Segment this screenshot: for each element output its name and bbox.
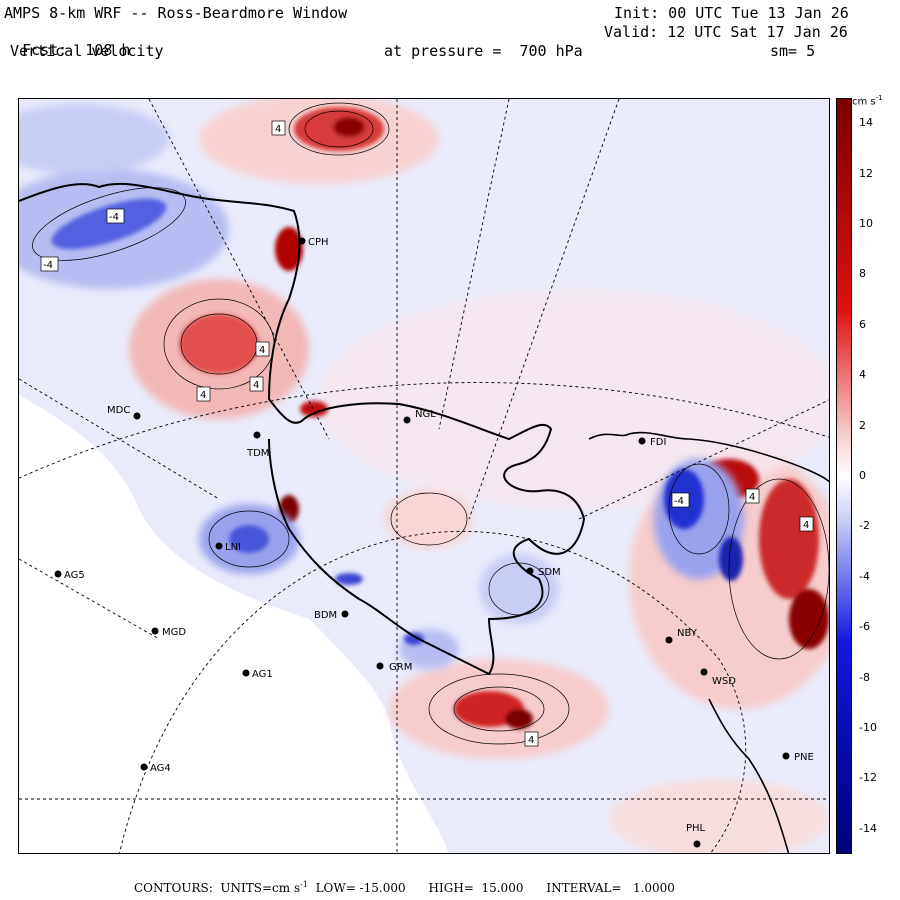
colorbar-tick: 2 xyxy=(859,418,866,432)
svg-text:PHL: PHL xyxy=(686,823,706,834)
svg-text:-4: -4 xyxy=(674,496,684,507)
contour-label-group: 4 -4 -4 4 4 4 -4 4 4 4 xyxy=(40,120,814,747)
ice-shelf-edge xyxy=(588,431,829,483)
station-grm[interactable]: GRM xyxy=(376,662,413,673)
colorbar-tick: -12 xyxy=(859,771,877,785)
svg-text:-4: -4 xyxy=(109,212,119,223)
map-panel[interactable]: 4 -4 -4 4 4 4 -4 4 4 4 CPH MDC NGL TDM F… xyxy=(18,98,830,854)
init-time: Init: 00 UTC Tue 13 Jan 26 xyxy=(614,4,849,22)
forecast-hours: Fcst: 108 h xyxy=(4,23,130,59)
station-markers: CPH MDC NGL TDM FDI LNI AG5 SDM BDM MGD … xyxy=(54,237,814,848)
svg-text:AG1: AG1 xyxy=(252,669,273,680)
station-ag4[interactable]: AG4 xyxy=(140,763,171,774)
interval-value: INTERVAL= 1.0000 xyxy=(546,881,675,895)
svg-text:SDM: SDM xyxy=(538,567,561,578)
contour-label: -4 xyxy=(671,492,690,508)
svg-text:4: 4 xyxy=(749,492,755,503)
svg-text:NBY: NBY xyxy=(677,628,698,639)
strong-positive-cores xyxy=(179,107,829,729)
contour-label: 4 xyxy=(196,386,211,402)
contour-label: 4 xyxy=(249,376,264,392)
svg-text:FDI: FDI xyxy=(650,437,666,448)
contour-label: -4 xyxy=(106,208,125,224)
map-svg: 4 -4 -4 4 4 4 -4 4 4 4 CPH MDC NGL TDM F… xyxy=(19,99,829,853)
contour-label: 4 xyxy=(745,488,760,504)
station-pne[interactable]: PNE xyxy=(782,752,814,763)
forecast-value: 108 h xyxy=(85,41,131,59)
svg-text:4: 4 xyxy=(803,520,809,531)
svg-text:NGL: NGL xyxy=(415,409,436,420)
station-cph[interactable]: CPH xyxy=(298,237,329,248)
station-tdm[interactable]: TDM xyxy=(246,431,269,460)
station-sdm[interactable]: SDM xyxy=(526,567,561,578)
station-phl[interactable]: PHL xyxy=(686,823,706,848)
colorbar-tick: 4 xyxy=(859,368,866,382)
field-name: Vertical velocity xyxy=(10,42,164,60)
station-mgd[interactable]: MGD xyxy=(151,627,187,638)
colorbar-units-text: cm s xyxy=(852,96,876,108)
low-value: LOW= -15.000 xyxy=(315,881,406,895)
station-fdi[interactable]: FDI xyxy=(638,437,667,448)
colorbar-tick: 10 xyxy=(859,217,873,230)
svg-text:4: 4 xyxy=(200,390,206,401)
model-title: AMPS 8-km WRF -- Ross-Beardmore Window xyxy=(4,4,348,22)
station-bdm[interactable]: BDM xyxy=(314,610,349,621)
svg-text:MDC: MDC xyxy=(107,405,130,416)
svg-text:TDM: TDM xyxy=(246,448,269,459)
contour-label: 4 xyxy=(524,731,539,747)
station-ngl[interactable]: NGL xyxy=(403,409,437,424)
colorbar-tick: -2 xyxy=(859,519,870,533)
svg-text:PNE: PNE xyxy=(794,752,814,763)
valid-time: Valid: 12 UTC Sat 17 Jan 26 xyxy=(604,23,848,41)
transantarctic-coast xyxy=(708,698,790,853)
svg-text:BDM: BDM xyxy=(314,610,337,621)
svg-text:MGD: MGD xyxy=(162,627,186,638)
coastline xyxy=(19,182,586,676)
svg-text:4: 4 xyxy=(253,380,259,391)
colorbar-tick: 8 xyxy=(859,267,866,281)
colorbar xyxy=(836,98,852,854)
svg-text:AG5: AG5 xyxy=(64,570,85,581)
colorbar-tick: -10 xyxy=(859,721,877,734)
high-value: HIGH= 15.000 xyxy=(428,881,524,895)
svg-text:WSD: WSD xyxy=(712,676,736,687)
svg-text:CPH: CPH xyxy=(308,237,329,248)
station-lni[interactable]: LNI xyxy=(215,542,242,553)
colorbar-tick: -6 xyxy=(859,620,870,634)
units-label: UNITS=cm s xyxy=(220,881,301,895)
colorbar-tick: 6 xyxy=(859,317,866,331)
svg-text:LNI: LNI xyxy=(225,542,241,553)
contour-label: 4 xyxy=(255,341,270,357)
forecast-label: Fcst: xyxy=(22,41,68,59)
svg-text:GRM: GRM xyxy=(389,662,412,673)
colorbar-tick: -14 xyxy=(859,821,877,835)
smoothing: sm= 5 xyxy=(770,42,816,60)
colorbar-tick: 14 xyxy=(859,116,873,130)
units-exp: -1 xyxy=(300,880,308,889)
station-ag5[interactable]: AG5 xyxy=(54,570,85,581)
contour-label: 4 xyxy=(271,120,286,136)
svg-text:4: 4 xyxy=(259,345,265,356)
colorbar-tick: -8 xyxy=(859,670,870,684)
pressure-level: at pressure = 700 hPa xyxy=(384,42,583,60)
colorbar-tick: 12 xyxy=(859,166,873,180)
colorbar-units-exp: -1 xyxy=(875,94,883,102)
contour-info: CONTOURS: UNITS=cm s-1 LOW= -15.000 HIGH… xyxy=(134,880,675,895)
svg-text:4: 4 xyxy=(528,735,534,746)
colorbar-tick: 0 xyxy=(859,469,866,482)
station-mdc[interactable]: MDC xyxy=(107,405,141,420)
no-data-region xyxy=(19,395,449,853)
station-nby[interactable]: NBY xyxy=(665,628,698,644)
svg-text:AG4: AG4 xyxy=(150,763,171,774)
contours-label: CONTOURS: xyxy=(134,881,213,895)
graticule xyxy=(19,99,829,853)
station-ag1[interactable]: AG1 xyxy=(242,669,273,680)
colorbar-tick: -4 xyxy=(859,569,870,583)
contour-label: 4 xyxy=(799,516,814,532)
contour-label: -4 xyxy=(40,256,59,272)
svg-text:-4: -4 xyxy=(43,260,53,271)
colorbar-units: cm s-1 xyxy=(852,94,883,107)
station-wsd[interactable]: WSD xyxy=(700,668,737,688)
svg-text:4: 4 xyxy=(275,124,281,135)
